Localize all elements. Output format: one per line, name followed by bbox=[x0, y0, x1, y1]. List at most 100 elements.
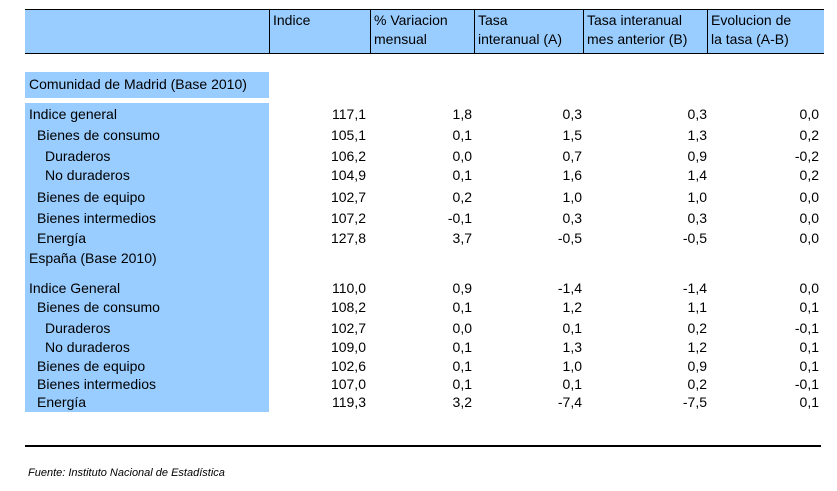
row-value: 0,3 bbox=[562, 106, 582, 122]
header-variacion-line2: mensual bbox=[374, 31, 427, 47]
table-row: Indice general 117,1 1,8 0,3 0,3 0,0 bbox=[0, 105, 837, 124]
header-tasa-interanual: Tasa interanual (A) bbox=[474, 10, 583, 53]
section-title-madrid: Comunidad de Madrid (Base 2010) bbox=[29, 76, 247, 92]
section-title-bg-madrid bbox=[25, 72, 269, 98]
row-value: 0,0 bbox=[452, 148, 472, 164]
row-value: -0,1 bbox=[794, 320, 819, 336]
row-value: 110,0 bbox=[332, 280, 366, 296]
row-value: 0,2 bbox=[452, 189, 472, 205]
row-value: 0,1 bbox=[452, 358, 472, 374]
table-row: Energía 119,3 3,2 -7,4 -7,5 0,1 bbox=[0, 393, 837, 412]
header-evolucion-line2: la tasa (A-B) bbox=[711, 31, 789, 47]
row-value: 102,6 bbox=[330, 358, 366, 374]
row-label: Bienes de consumo bbox=[37, 127, 160, 143]
section-title-espana: España (Base 2010) bbox=[29, 250, 157, 266]
row-value: 0,3 bbox=[687, 210, 707, 226]
row-value: 105,1 bbox=[330, 127, 366, 143]
row-value: 0,0 bbox=[799, 210, 819, 226]
row-value: 107,0 bbox=[330, 376, 366, 392]
row-value: 0,9 bbox=[687, 148, 707, 164]
header-evolucion: Evolucion de la tasa (A-B) bbox=[707, 10, 824, 53]
row-value: 107,2 bbox=[330, 210, 366, 226]
header-tasa-anterior-line2: mes anterior (B) bbox=[587, 31, 688, 47]
row-value: 0,1 bbox=[799, 339, 819, 355]
row-label: No duraderos bbox=[45, 339, 130, 355]
table-row: Bienes de equipo 102,6 0,1 1,0 0,9 0,1 bbox=[0, 357, 837, 376]
label-column-bg bbox=[25, 103, 269, 412]
row-value: 108,2 bbox=[330, 299, 366, 315]
row-value: 0,2 bbox=[687, 376, 707, 392]
row-value: 0,1 bbox=[452, 299, 472, 315]
row-value: 0,1 bbox=[562, 376, 582, 392]
header-variacion-line1: % Variacion bbox=[374, 12, 448, 28]
row-value: 0,0 bbox=[799, 106, 819, 122]
row-value: 0,1 bbox=[452, 376, 472, 392]
row-value: 1,8 bbox=[452, 106, 472, 122]
row-label: Bienes de consumo bbox=[37, 299, 160, 315]
row-value: 109,0 bbox=[330, 339, 366, 355]
row-value: 3,2 bbox=[452, 394, 472, 410]
row-label: Energía bbox=[37, 394, 87, 410]
footer-rule bbox=[25, 445, 821, 447]
table-row: Bienes de consumo 108,2 0,1 1,2 1,1 0,1 bbox=[0, 298, 837, 317]
table-row: No duraderos 109,0 0,1 1,3 1,2 0,1 bbox=[0, 338, 837, 357]
table-row: Bienes de equipo 102,7 0,2 1,0 1,0 0,0 bbox=[0, 188, 837, 207]
row-value: 117,1 bbox=[332, 106, 366, 122]
row-value: 1,0 bbox=[562, 189, 582, 205]
header-indice-line1: Indice bbox=[273, 12, 311, 28]
row-value: -0,5 bbox=[557, 230, 582, 246]
row-label: Energía bbox=[37, 230, 87, 246]
source-note: Fuente: Instituto Nacional de Estadístic… bbox=[28, 467, 225, 479]
row-label: Bienes de equipo bbox=[37, 189, 146, 205]
row-value: 0,9 bbox=[452, 280, 472, 296]
row-label: Duraderos bbox=[45, 148, 111, 164]
row-label: Indice General bbox=[29, 280, 121, 296]
table-header: Indice % Variacion mensual Tasa interanu… bbox=[25, 9, 824, 54]
row-value: 0,2 bbox=[799, 127, 819, 143]
row-value: -0,1 bbox=[794, 376, 819, 392]
table-row: Duraderos 106,2 0,0 0,7 0,9 -0,2 bbox=[0, 147, 837, 166]
row-value: 0,7 bbox=[562, 148, 582, 164]
row-label: Duraderos bbox=[45, 320, 111, 336]
row-value: 104,9 bbox=[330, 167, 366, 183]
row-value: 1,2 bbox=[562, 299, 582, 315]
row-value: 0,1 bbox=[799, 394, 819, 410]
row-value: 102,7 bbox=[330, 320, 366, 336]
row-value: 119,3 bbox=[332, 394, 366, 410]
row-label: Indice general bbox=[29, 106, 117, 122]
row-value: 1,6 bbox=[562, 167, 582, 183]
row-value: 0,2 bbox=[687, 320, 707, 336]
row-value: 0,2 bbox=[799, 167, 819, 183]
row-value: 0,3 bbox=[562, 210, 582, 226]
table-row: Indice General 110,0 0,9 -1,4 -1,4 0,0 bbox=[0, 279, 837, 298]
row-value: 102,7 bbox=[330, 189, 366, 205]
row-value: 1,1 bbox=[687, 299, 707, 315]
header-evolucion-line1: Evolucion de bbox=[711, 12, 792, 28]
row-value: 127,8 bbox=[330, 230, 366, 246]
header-indice: Indice bbox=[269, 10, 370, 53]
row-value: -7,4 bbox=[557, 394, 582, 410]
row-value: 1,2 bbox=[687, 339, 707, 355]
row-value: 0,3 bbox=[687, 106, 707, 122]
row-value: 0,1 bbox=[799, 358, 819, 374]
row-value: 0,1 bbox=[452, 167, 472, 183]
row-value: 1,3 bbox=[687, 127, 707, 143]
row-value: 1,0 bbox=[687, 189, 707, 205]
table-row: No duraderos 104,9 0,1 1,6 1,4 0,2 bbox=[0, 166, 837, 185]
header-tasa-line1: Tasa bbox=[478, 12, 508, 28]
row-value: 0,0 bbox=[799, 280, 819, 296]
row-value: -0,2 bbox=[794, 148, 819, 164]
row-value: 0,0 bbox=[799, 189, 819, 205]
row-value: 106,2 bbox=[330, 148, 366, 164]
row-value: -1,4 bbox=[557, 280, 582, 296]
row-value: 0,9 bbox=[687, 358, 707, 374]
header-tasa-mes-anterior: Tasa interanual mes anterior (B) bbox=[583, 10, 707, 53]
header-variacion-mensual: % Variacion mensual bbox=[370, 10, 474, 53]
row-value: 1,3 bbox=[562, 339, 582, 355]
row-value: -1,4 bbox=[682, 280, 707, 296]
row-value: 0,1 bbox=[562, 320, 582, 336]
row-value: -0,1 bbox=[447, 210, 472, 226]
row-value: 1,0 bbox=[562, 358, 582, 374]
table-row: Bienes intermedios 107,2 -0,1 0,3 0,3 0,0 bbox=[0, 209, 837, 228]
row-value: 3,7 bbox=[452, 230, 472, 246]
